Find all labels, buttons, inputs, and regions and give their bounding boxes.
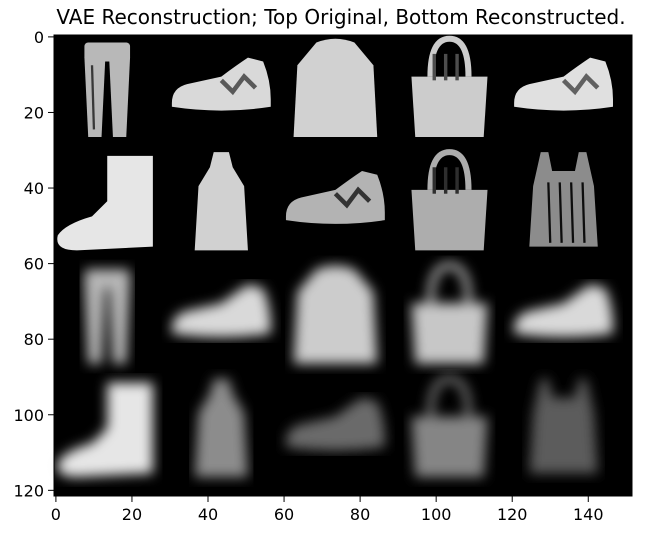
y-tick-label: 20 [24,103,44,122]
original-tile-sneaker [514,57,613,111]
y-tick-label: 0 [34,28,44,47]
x-axis: 0 20 40 60 80 100 120 140 [51,496,604,524]
original-tile-sneaker [285,171,385,224]
y-axis: 0 20 40 60 80 100 120 [13,28,54,500]
y-tick-label: 80 [24,330,44,349]
original-tile-bag [411,35,488,138]
original-tile-shirt [529,152,598,247]
x-tick-label: 60 [274,505,294,524]
original-tile-sneaker [171,57,271,111]
y-tick-label: 100 [13,406,44,425]
reconstructed-tile-sneaker [285,397,385,451]
original-tile-dress [194,152,248,251]
reconstructed-tile-coat [293,265,378,364]
reconstructed-tile-shirt [529,378,598,474]
y-tick-label: 40 [24,179,44,198]
axes-frame [53,34,633,497]
x-tick-label: 100 [421,505,452,524]
reconstructed-tile-trouser [84,269,131,364]
image-tiles [57,35,613,478]
original-tile-ankle-boot [57,155,153,251]
reconstructed-tile-bag [411,375,488,478]
x-tick-label: 140 [573,505,604,524]
reconstructed-tile-dress [194,378,248,478]
y-tick-label: 60 [24,255,44,274]
original-tile-trouser [84,42,131,138]
x-tick-label: 120 [497,505,528,524]
x-tick-label: 20 [122,505,142,524]
x-tick-label: 40 [198,505,218,524]
reconstructed-tile-sneaker [171,284,271,338]
chart-title: VAE Reconstruction; Top Original, Bottom… [56,5,625,29]
original-tile-coat [293,38,378,138]
y-tick-label: 120 [13,481,44,500]
original-tile-bag [411,149,488,251]
reconstructed-tile-sneaker [514,284,613,338]
image-axes: 0 20 40 60 80 100 120 140 0 20 40 60 80 100 120 [13,28,633,524]
reconstructed-tile-bag [411,262,488,364]
reconstructed-tile-ankle-boot [57,382,153,478]
x-tick-label: 0 [51,505,61,524]
x-tick-label: 80 [350,505,370,524]
